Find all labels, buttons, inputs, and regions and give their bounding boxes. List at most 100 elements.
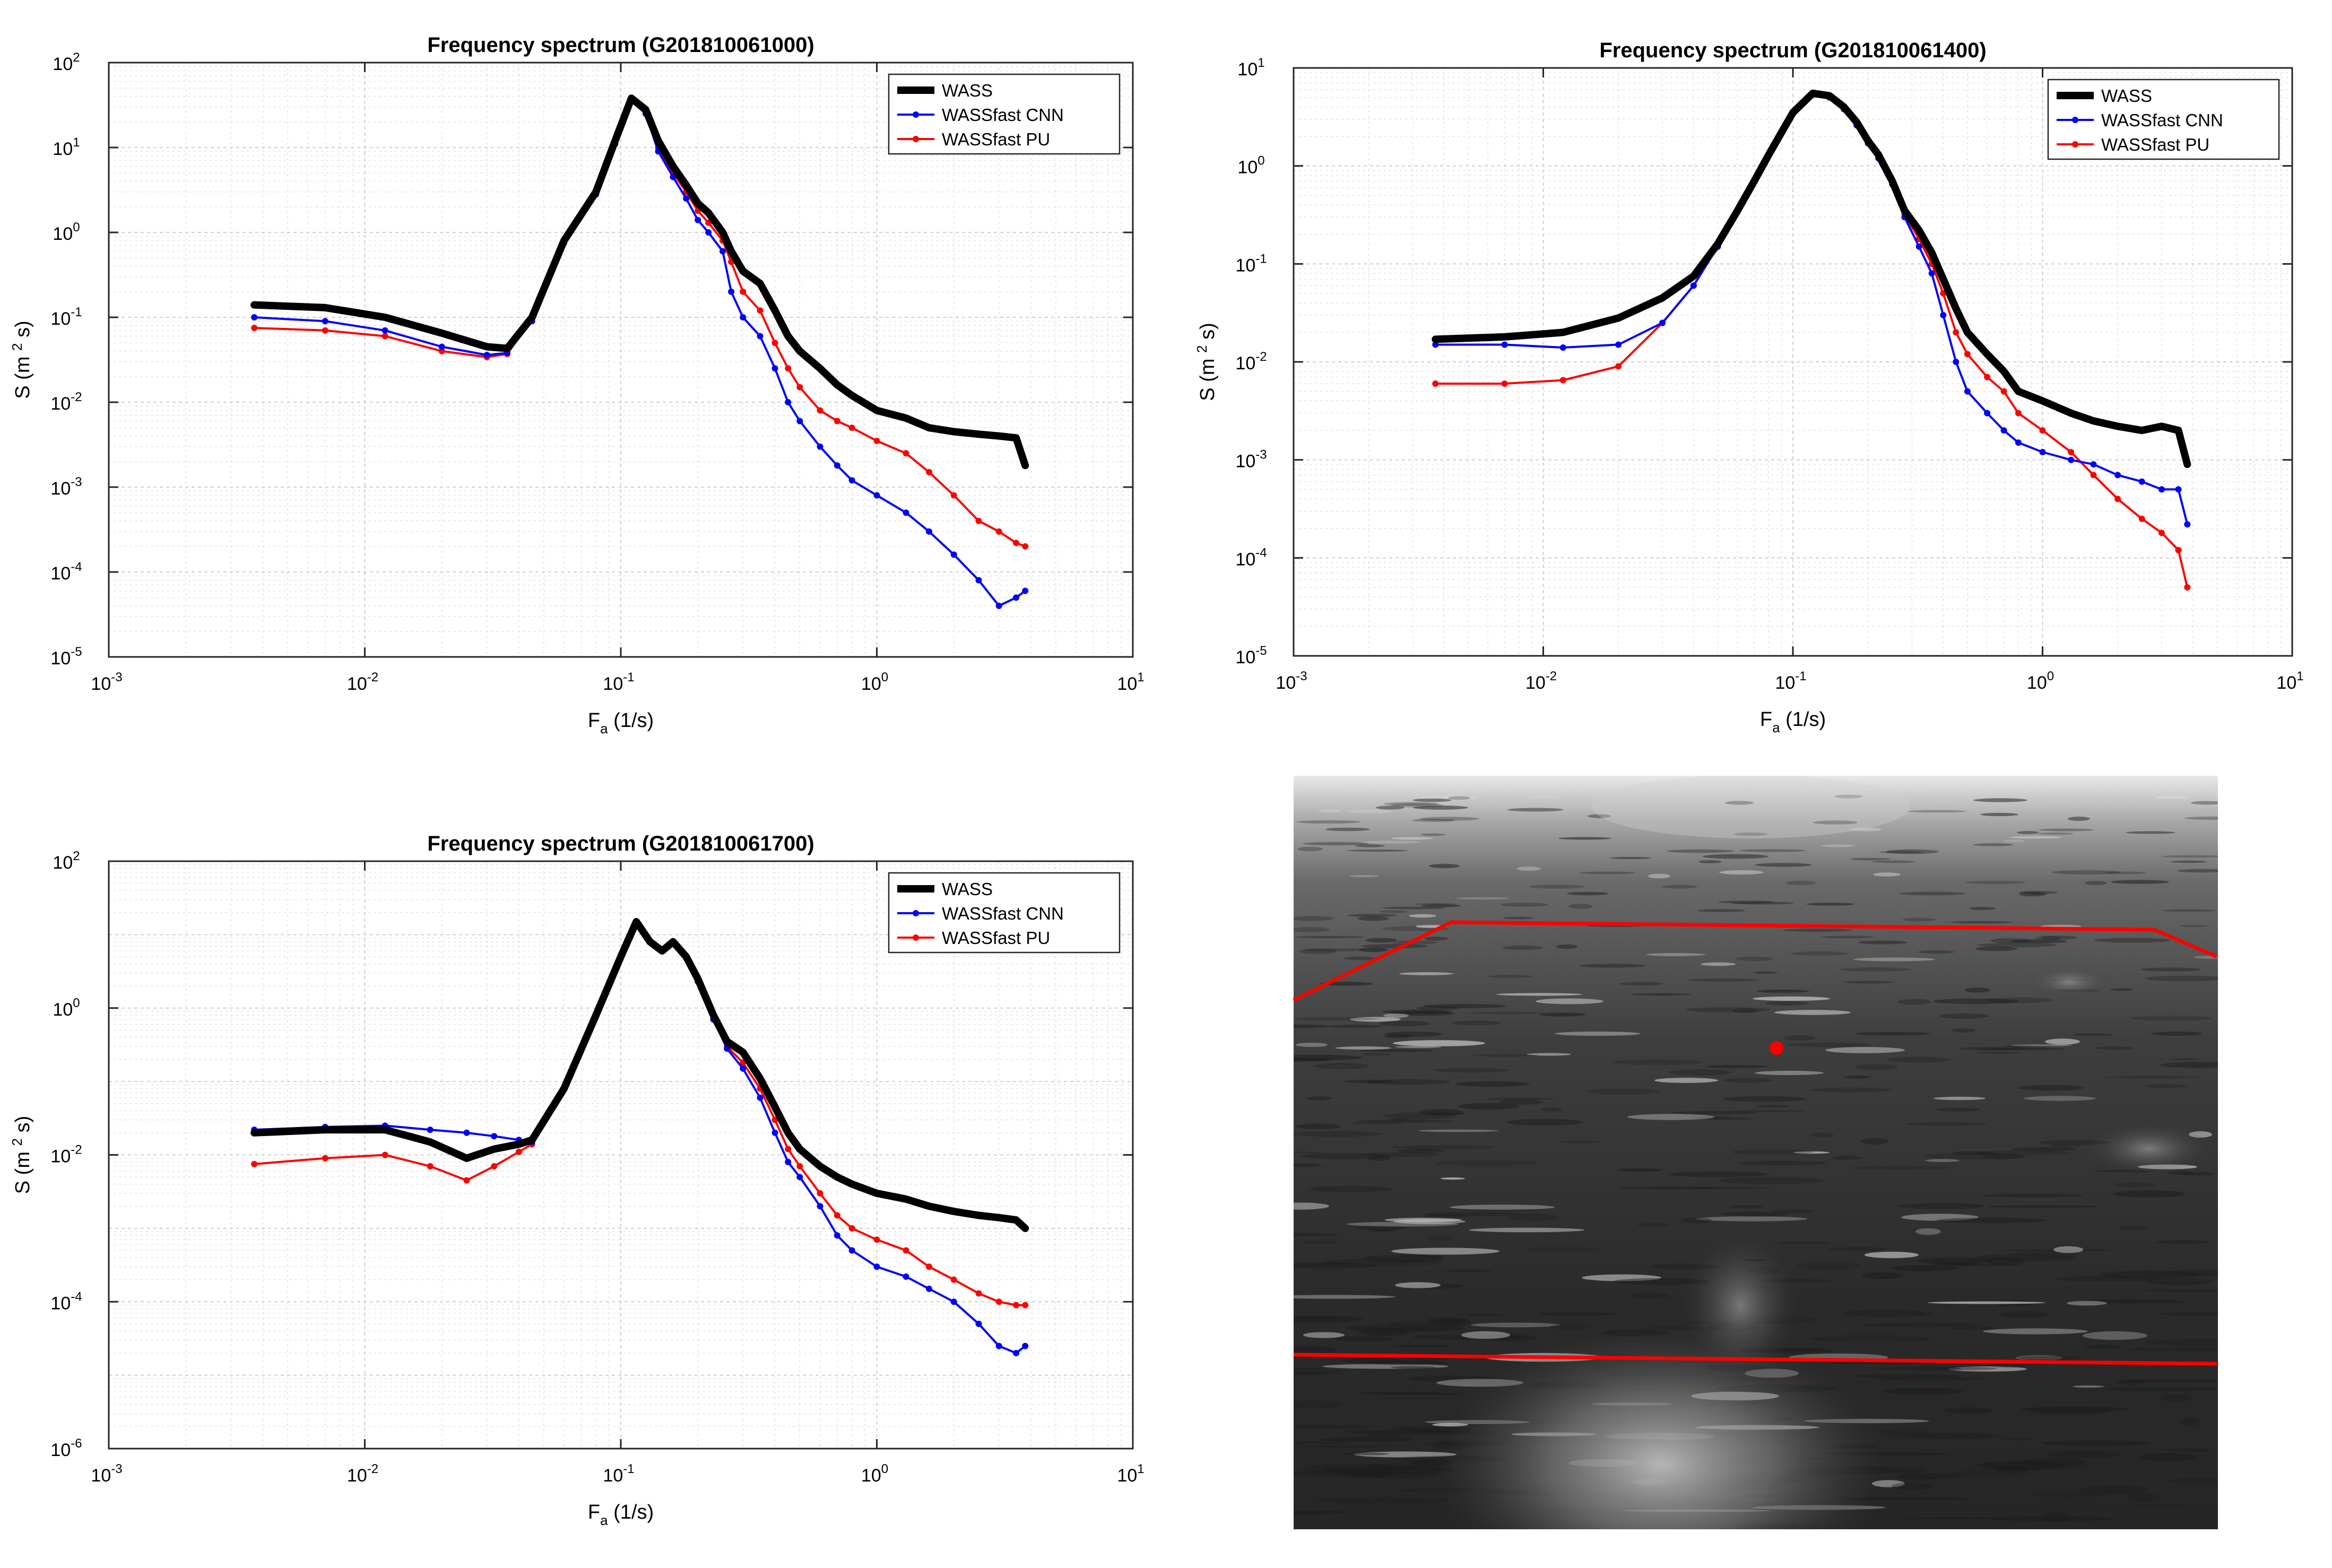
data-point-wassfast-cnn: [2158, 486, 2165, 493]
data-point-wassfast-pu: [771, 340, 778, 346]
wave-streak: [1366, 1079, 1451, 1085]
wave-streak: [1765, 1001, 1809, 1006]
wave-streak: [2145, 1339, 2218, 1346]
wave-streak: [1832, 1155, 1862, 1160]
wave-streak: [1951, 1468, 2030, 1478]
data-point-wassfast-pu: [1432, 380, 1439, 387]
wave-streak: [1903, 917, 1936, 922]
wave-streak: [1774, 1010, 1851, 1015]
data-point-wassfast-pu: [950, 492, 957, 499]
wave-streak: [1696, 1216, 1807, 1222]
data-point-wassfast-cnn: [796, 1174, 803, 1181]
grid: [108, 62, 1133, 657]
data-point-wassfast-pu: [2175, 547, 2182, 553]
wave-streak: [1854, 1064, 1898, 1070]
data-point-wassfast-cnn: [848, 1247, 855, 1254]
wave-streak: [2155, 1240, 2209, 1244]
wave-streak: [1299, 948, 1337, 955]
data-point-wassfast-pu: [427, 1163, 434, 1169]
wave-streak: [1420, 833, 1446, 836]
wave-streak: [1975, 946, 2018, 951]
wave-streak: [1294, 1510, 1349, 1514]
wave-streak: [2110, 988, 2134, 991]
wave-streak: [1825, 1047, 1905, 1053]
data-point-wassfast-pu: [2015, 410, 2022, 417]
x-tick-label: 10-2: [347, 1462, 378, 1486]
wave-streak: [1579, 964, 1646, 968]
wave-streak: [1303, 948, 1365, 951]
wave-streak: [2177, 869, 2218, 873]
wave-streak: [2161, 1062, 2218, 1068]
wave-streak: [1425, 937, 1448, 941]
chart-title: Frequency spectrum (G201810061700): [427, 832, 814, 855]
wave-streak: [1883, 1388, 1963, 1395]
y-tick-label: 10-2: [50, 1143, 82, 1167]
series-group: [250, 94, 1029, 609]
data-point-wassfast-pu: [1013, 1302, 1019, 1309]
legend-marker: [913, 136, 919, 142]
wave-streak: [1688, 978, 1759, 982]
data-point-wassfast-pu: [382, 333, 388, 340]
wave-streak: [1915, 1228, 1941, 1235]
data-point-wassfast-pu: [2068, 449, 2075, 455]
wave-streak: [1508, 1214, 1559, 1221]
wave-streak: [1899, 891, 1966, 896]
wave-streak: [1294, 1233, 1340, 1237]
wave-streak: [1821, 844, 1855, 847]
data-point-wassfast-cnn: [1013, 1350, 1019, 1356]
data-point-wassfast-cnn: [740, 1065, 747, 1072]
wave-streak: [2019, 891, 2047, 897]
wave-streak: [1965, 881, 2026, 884]
wave-streak: [1335, 1046, 1391, 1050]
legend-marker: [913, 910, 919, 916]
data-point-wassfast-cnn: [771, 1129, 778, 1136]
wave-streak: [2084, 1344, 2120, 1349]
data-point-wassfast-cnn: [695, 216, 701, 223]
wave-streak: [1392, 1145, 1493, 1149]
wave-streak: [1344, 956, 1375, 960]
wave-streak: [2122, 1379, 2218, 1383]
wave-streak: [2106, 1076, 2199, 1078]
data-point-wassfast-cnn: [1501, 341, 1508, 348]
wave-streak: [2014, 1250, 2080, 1258]
wave-streak: [2151, 1032, 2203, 1036]
wave-streak: [1975, 1150, 2071, 1156]
wave-streak: [1395, 1282, 1441, 1288]
data-point-wassfast-pu: [1022, 1302, 1029, 1309]
wave-streak: [2126, 831, 2175, 834]
data-point-wassfast-pu: [1501, 380, 1508, 387]
wave-streak: [1359, 1328, 1410, 1336]
wave-streak: [1471, 1322, 1560, 1328]
wave-streak: [1667, 849, 1735, 853]
chart-title: Frequency spectrum (G201810061400): [1599, 39, 1986, 62]
wave-streak: [2039, 828, 2094, 831]
wave-streak: [1886, 849, 1939, 854]
wave-streak: [1661, 885, 1697, 889]
data-point-wassfast-cnn: [1690, 282, 1697, 289]
y-tick-label: 100: [53, 996, 80, 1020]
data-point-wassfast-cnn: [2184, 521, 2191, 528]
wave-streak: [1701, 1117, 1753, 1120]
wave-streak: [1755, 863, 1812, 867]
data-point-wassfast-cnn: [1915, 243, 1922, 250]
wave-streak: [1975, 1253, 2078, 1262]
wave-streak: [1671, 1111, 1756, 1115]
wave-streak: [1987, 1205, 2097, 1208]
wave-streak: [1891, 1265, 1958, 1271]
wave-streak: [1739, 849, 1806, 852]
wave-streak: [2130, 1016, 2212, 1021]
data-point-wassfast-pu: [322, 327, 328, 334]
wave-streak: [1631, 993, 1692, 995]
chart-panel-1000: 10-3 10-2 10-1 100 101 10-5 10-4 10-3 10-2 10-1 10…: [9, 33, 1145, 737]
wave-streak: [1723, 1078, 1772, 1083]
wave-streak: [2078, 1485, 2148, 1495]
x-tick-label: 101: [1117, 1462, 1144, 1486]
wave-streak: [1952, 1151, 1995, 1155]
wave-streak: [1294, 1131, 1382, 1137]
data-point-wassfast-pu: [834, 418, 840, 425]
data-point-wassfast-cnn: [2068, 456, 2075, 463]
wave-streak: [1987, 1516, 2114, 1521]
wave-streak: [1450, 1205, 1555, 1210]
wave-streak: [1978, 943, 2057, 947]
data-point-wassfast-pu: [251, 325, 258, 331]
